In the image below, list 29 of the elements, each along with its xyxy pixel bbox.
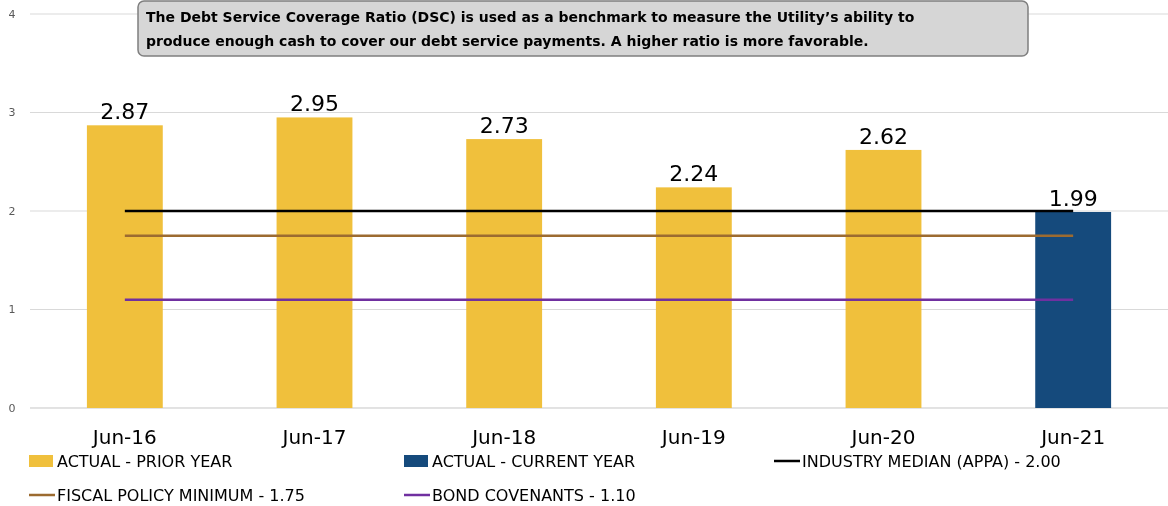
y-tick-label: 1 <box>8 303 16 317</box>
x-tick-label: Jun-19 <box>659 425 726 449</box>
x-tick-label: Jun-18 <box>470 425 537 449</box>
data-label: 2.24 <box>669 161 719 187</box>
text: The Debt Service Coverage Ratio (DSC) is used as a benchmark to measure the Utility’s ability to produce enough cash to cover our debt service payments. A higher ratio is more favorable. <box>146 9 915 49</box>
data-label: 2.62 <box>859 123 908 149</box>
y-tick-label: 0 <box>8 401 16 415</box>
bar <box>1035 211 1112 408</box>
data-label: 2.87 <box>100 99 150 125</box>
y-tick-label: 4 <box>8 7 16 21</box>
bar <box>655 187 732 408</box>
y-tick-label: 3 <box>8 106 16 120</box>
x-tick-label: Jun-21 <box>1039 425 1106 449</box>
x-tick-label: Jun-16 <box>90 425 157 449</box>
bar <box>86 125 163 408</box>
data-label: 2.73 <box>479 113 529 139</box>
bar <box>276 117 353 408</box>
y-tick-label: 2 <box>8 204 16 218</box>
x-tick-label: Jun-17 <box>280 425 347 449</box>
legend-label: INDUSTRY MEDIAN (APPA) - 2.00 <box>802 451 1061 471</box>
data-label: 1.99 <box>1048 185 1098 211</box>
legend-label: ACTUAL - CURRENT YEAR <box>432 451 636 471</box>
bar <box>466 139 543 408</box>
legend-label: ACTUAL - PRIOR YEAR <box>57 451 233 471</box>
x-tick-label: Jun-20 <box>849 425 916 449</box>
legend-label: BOND COVENANTS - 1.10 <box>432 485 636 505</box>
legend-label: FISCAL POLICY MINIMUM - 1.75 <box>57 485 305 505</box>
bar <box>845 149 922 408</box>
data-label: 2.95 <box>290 91 339 117</box>
